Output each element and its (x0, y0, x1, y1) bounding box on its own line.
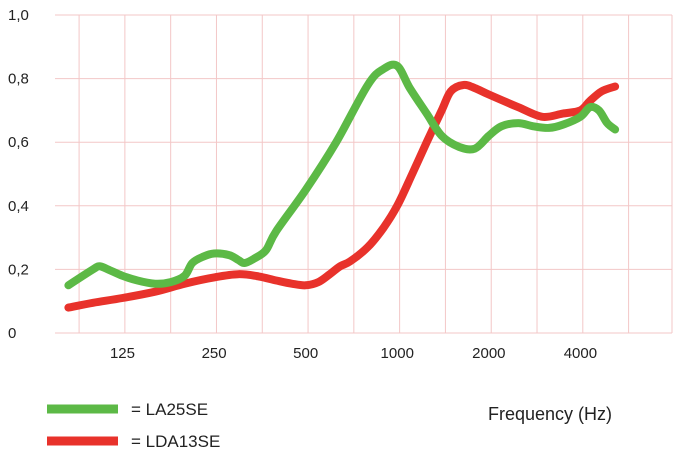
y-tick-label: 0,4 (8, 198, 29, 215)
chart-series (64, 60, 620, 312)
legend-label-lda13se: = LDA13SE (131, 432, 220, 451)
y-tick-label: 0 (8, 325, 16, 342)
chart-grid (55, 14, 673, 334)
series-line-lda13se (64, 80, 620, 312)
x-tick-label: 1000 (381, 345, 414, 362)
y-tick-label: 0,8 (8, 71, 29, 88)
x-tick-label: 250 (202, 345, 227, 362)
x-tick-label: 2000 (472, 345, 505, 362)
x-tick-label: 4000 (564, 345, 597, 362)
y-tick-label: 1,0 (8, 7, 29, 24)
x-tick-label: 125 (110, 345, 135, 362)
x-tick-label: 500 (293, 345, 318, 362)
x-axis-ticks: 125 250 500 1000 2000 4000 (110, 345, 597, 362)
y-tick-label: 0,6 (8, 134, 29, 151)
y-axis-ticks: 0 0,2 0,4 0,6 0,8 1,0 (8, 7, 29, 342)
y-tick-label: 0,2 (8, 261, 29, 278)
x-axis-title: Frequency (Hz) (488, 404, 612, 424)
legend: = LA25SE = LDA13SE (47, 400, 220, 451)
legend-label-la25se: = LA25SE (131, 400, 208, 419)
series-line-la25se (64, 60, 620, 290)
